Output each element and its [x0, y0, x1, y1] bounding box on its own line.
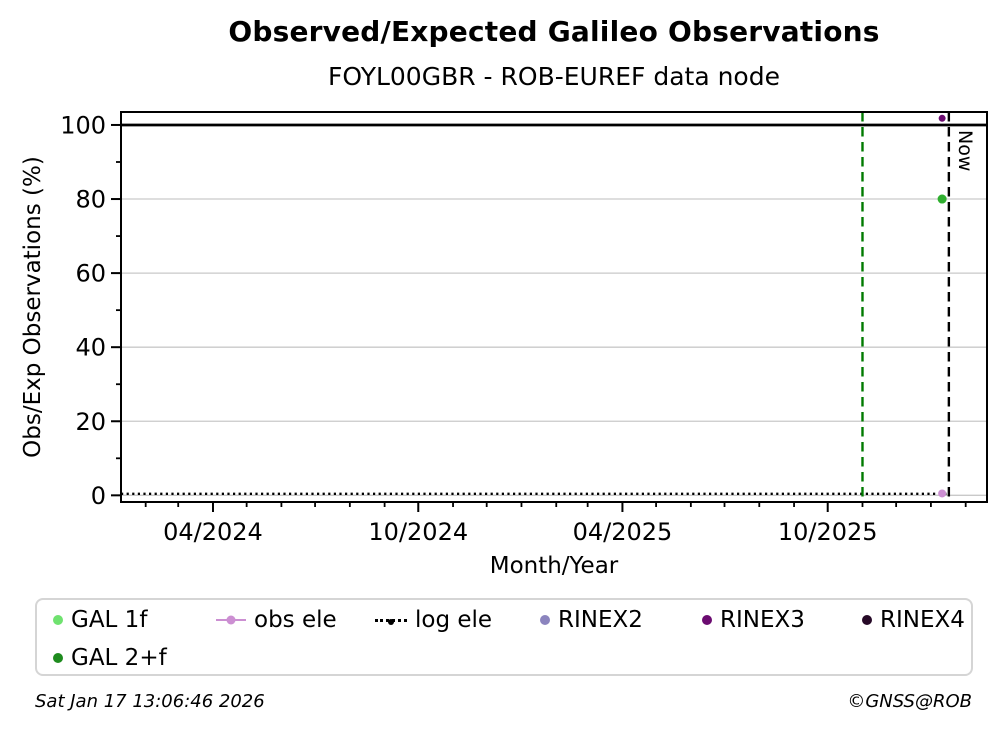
legend-label-rinex4: RINEX4 [880, 607, 965, 633]
legend-label-gal-2-f: GAL 2+f [71, 645, 167, 671]
log-ele-marker-dot [388, 618, 394, 625]
legend-item-rinex4: RINEX4 [862, 606, 965, 634]
data-point-obs-ele [938, 489, 947, 498]
x-tick-label: 10/2024 [368, 518, 468, 546]
chart-subtitle: FOYL00GBR - ROB-EUREF data node [328, 62, 780, 91]
gal-2-f-marker [53, 653, 63, 663]
legend: GAL 1f obs ele log ele RINEX2 RINEX3 RINEX4 GA… [35, 598, 973, 676]
gal-1f-marker [53, 615, 63, 625]
obs-ele-marker-dot [226, 615, 236, 625]
legend-label-rinex2: RINEX2 [558, 607, 643, 633]
x-tick-label: 10/2025 [778, 518, 878, 546]
x-axis-label: Month/Year [489, 553, 619, 579]
legend-item-obs-ele: obs ele [216, 606, 337, 634]
legend-label-obs-ele: obs ele [254, 607, 337, 633]
legend-item-gal-1f: GAL 1f [53, 606, 147, 634]
y-tick-label: 100 [60, 111, 106, 139]
x-tick-label: 04/2024 [163, 518, 263, 546]
copyright: ©GNSS@ROB [847, 691, 972, 712]
data-point-gal-2-f [937, 194, 947, 204]
rinex2-marker [540, 615, 550, 625]
log-ele-marker [375, 618, 407, 625]
chart-title: Observed/Expected Galileo Observations [228, 15, 880, 48]
legend-label-log-ele: log ele [415, 607, 493, 633]
y-axis-label: Obs/Exp Observations (%) [20, 156, 46, 458]
y-tick-label: 80 [75, 186, 106, 214]
legend-item-rinex2: RINEX2 [540, 606, 643, 634]
y-tick-label: 20 [75, 408, 106, 436]
legend-item-rinex3: RINEX3 [702, 606, 805, 634]
now-label: Now [954, 130, 976, 171]
rinex4-marker [862, 615, 872, 625]
plot-border [120, 111, 988, 503]
legend-item-log-ele: log ele [375, 606, 492, 634]
data-point-rinex3 [938, 114, 946, 122]
timestamp: Sat Jan 17 13:06:46 2026 [35, 691, 265, 712]
y-tick-label: 0 [91, 482, 106, 510]
y-tick-label: 40 [75, 334, 106, 362]
y-tick-label: 60 [75, 260, 106, 288]
rinex3-marker [702, 615, 712, 625]
legend-item-gal-2-f: GAL 2+f [53, 644, 167, 672]
obs-ele-marker [216, 615, 246, 625]
x-tick-label: 04/2025 [573, 518, 673, 546]
legend-label-rinex3: RINEX3 [720, 607, 805, 633]
legend-label-gal-1f: GAL 1f [71, 607, 148, 633]
